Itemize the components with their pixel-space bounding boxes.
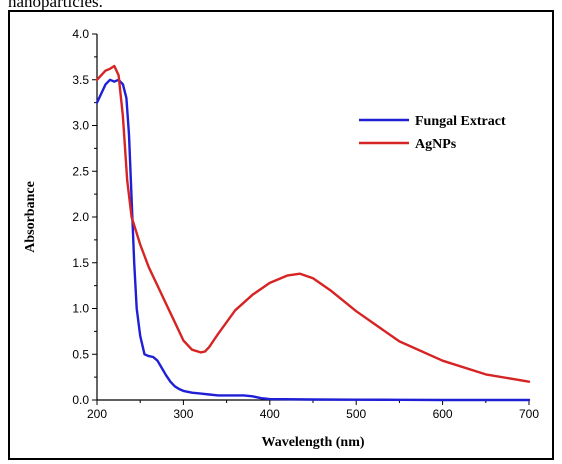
x-tick-label: 700 <box>519 407 539 421</box>
y-tick-label: 0.0 <box>72 393 89 407</box>
y-tick-label: 3.0 <box>72 119 89 133</box>
y-tick-label: 2.5 <box>72 164 89 178</box>
y-tick-label: 1.0 <box>72 302 89 316</box>
y-tick-label: 0.5 <box>72 347 89 361</box>
series-line-agnps <box>95 64 531 383</box>
y-tick-label: 2.0 <box>72 210 89 224</box>
figure-frame: 200 300 400 500 600 700 0.0 0.5 1.0 1.5 2.0 2.5 3.0 3… <box>8 10 554 460</box>
x-tick-label: 400 <box>260 407 280 421</box>
x-axis-title: Wavelength (nm) <box>261 435 364 450</box>
y-tick-label: 1.5 <box>72 256 89 270</box>
series-line-fungal-extract <box>95 78 531 402</box>
legend: Fungal Extract AgNPs <box>359 114 506 152</box>
y-tick-label: 3.5 <box>72 73 89 87</box>
y-tick-label: 4.0 <box>72 27 89 41</box>
plot-area: 200 300 400 500 600 700 0.0 0.5 1.0 1.5 2.0 2.5 3.0 3… <box>72 27 539 421</box>
caption-fragment: nanoparticles. <box>8 0 103 11</box>
absorbance-chart: 200 300 400 500 600 700 0.0 0.5 1.0 1.5 2.0 2.5 3.0 3… <box>23 27 539 450</box>
x-tick-label: 600 <box>433 407 453 421</box>
y-axis-title: Absorbance <box>23 181 38 253</box>
legend-label: Fungal Extract <box>415 114 506 129</box>
x-tick-label: 500 <box>346 407 366 421</box>
x-tick-label: 200 <box>87 407 107 421</box>
legend-label: AgNPs <box>415 137 457 152</box>
x-tick-label: 300 <box>173 407 193 421</box>
